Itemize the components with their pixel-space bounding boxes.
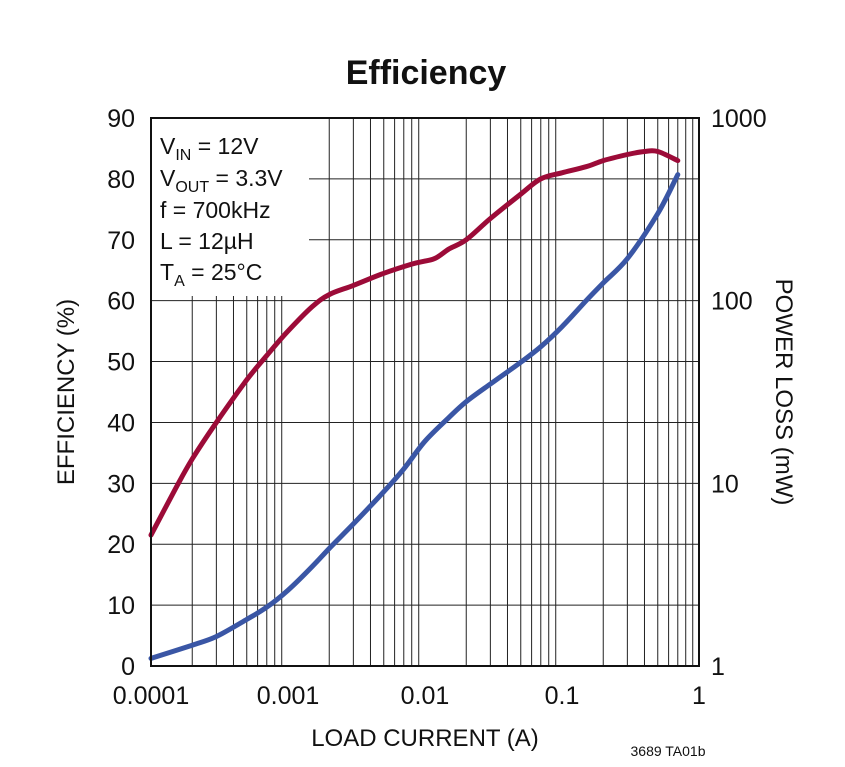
- x-tick-label: 1: [692, 682, 706, 710]
- y-tick-label: 0: [121, 653, 135, 681]
- y-tick-label: 20: [107, 531, 135, 559]
- y-tick-label: 90: [107, 105, 135, 133]
- plot-frame: [150, 117, 700, 667]
- y-tick-label: 50: [107, 349, 135, 377]
- y-tick-label: 70: [107, 227, 135, 255]
- y2-tick-label: 100: [711, 288, 753, 316]
- y-tick-label: 80: [107, 166, 135, 194]
- chart-title: Efficiency: [346, 54, 507, 92]
- y2-tick-labels: 1 10 100 1000: [711, 105, 767, 681]
- y-tick-label: 10: [107, 592, 135, 620]
- power-loss-line: [148, 172, 681, 661]
- x-tick-label: 0.1: [545, 682, 580, 710]
- y-axis-label: EFFICIENCY (%): [53, 299, 80, 485]
- x-tick-label: 0.01: [401, 682, 450, 710]
- x-tick-labels: 0.0001 0.001 0.01 0.1 1: [113, 682, 706, 710]
- x-axis-label: LOAD CURRENT (A): [311, 725, 539, 752]
- annotation-line: L = 12µH: [160, 228, 254, 254]
- y-tick-label: 30: [107, 470, 135, 498]
- y2-tick-label: 1: [711, 653, 725, 681]
- y2-axis-label: POWER LOSS (mW): [770, 279, 797, 506]
- y-tick-label: 60: [107, 288, 135, 316]
- x-tick-label: 0.001: [257, 682, 320, 710]
- y-tick-labels: 0 10 20 30 40 50 60 70 80 90: [107, 105, 135, 681]
- annotation-line: f = 700kHz: [160, 197, 271, 223]
- series-lines: [148, 148, 681, 661]
- y2-tick-label: 1000: [711, 105, 767, 133]
- y-tick-label: 40: [107, 409, 135, 437]
- y2-tick-label: 10: [711, 470, 739, 498]
- annotation-line: TA = 25°C: [160, 259, 262, 290]
- figure-reference: 3689 TA01b: [631, 743, 706, 759]
- efficiency-line: [148, 148, 681, 538]
- annotation-line: VOUT = 3.3V: [160, 165, 283, 196]
- x-tick-label: 0.0001: [113, 682, 189, 710]
- annotation-line: VIN = 12V: [160, 133, 259, 164]
- annotation-background: [151, 118, 309, 296]
